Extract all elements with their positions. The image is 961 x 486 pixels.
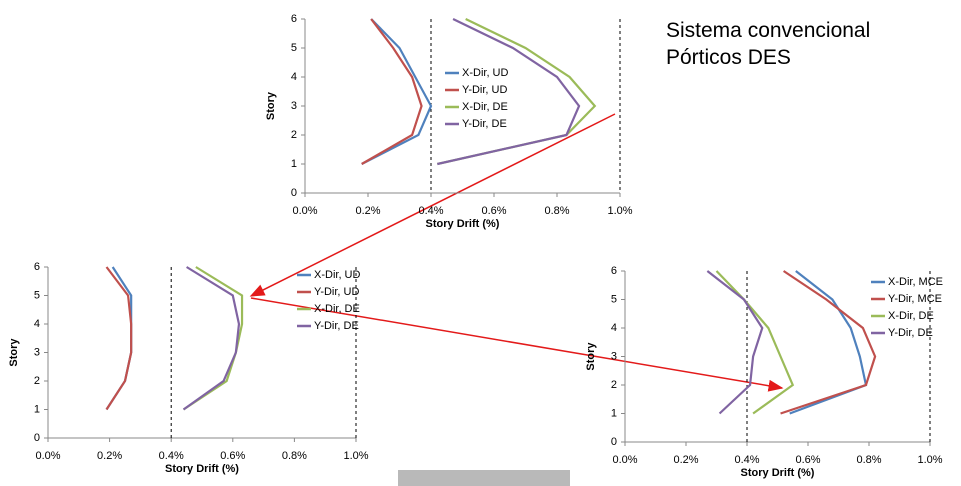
series-line: [361, 18, 433, 165]
x-tick-label: 0.2%: [673, 454, 698, 466]
y-tick-label: 0: [34, 432, 40, 444]
x-tick-label: 0.8%: [856, 454, 881, 466]
legend-label: X-Dir, MCE: [888, 276, 943, 288]
x-tick-label: 0.4%: [734, 454, 759, 466]
y-tick-label: 6: [291, 13, 297, 25]
series-line: [361, 18, 423, 165]
y-tick-label: 3: [291, 100, 297, 112]
legend-label: X-Dir, DE: [314, 303, 360, 315]
x-tick-label: 0.2%: [355, 205, 380, 217]
x-tick-label: 1.0%: [607, 205, 632, 217]
legend-label: X-Dir, DE: [462, 101, 508, 113]
y-tick-label: 6: [611, 265, 617, 277]
series-line: [715, 270, 795, 415]
image-fragment: [398, 470, 570, 486]
x-axis-title: Story Drift (%): [426, 218, 500, 230]
x-axis-title: Story Drift (%): [741, 467, 815, 479]
x-tick-label: 0.6%: [481, 205, 506, 217]
x-tick-label: 0.0%: [292, 205, 317, 217]
y-tick-label: 4: [291, 71, 297, 83]
arrow: [249, 113, 616, 297]
series-line: [437, 18, 581, 166]
y-tick-label: 6: [34, 261, 40, 273]
y-tick-label: 2: [34, 375, 40, 387]
y-tick-label: 2: [291, 129, 297, 141]
series-line: [182, 266, 241, 411]
series-line: [789, 270, 868, 415]
x-tick-label: 0.0%: [35, 450, 60, 462]
series-line: [105, 266, 133, 411]
y-axis-title: Story: [265, 91, 277, 120]
y-tick-label: 0: [291, 187, 297, 199]
legend-label: Y-Dir, MCE: [888, 293, 942, 305]
x-tick-label: 0.2%: [97, 450, 122, 462]
y-tick-label: 5: [611, 293, 617, 305]
x-tick-label: 0.8%: [544, 205, 569, 217]
legend-label: Y-Dir, DE: [888, 327, 933, 339]
x-tick-label: 0.4%: [159, 450, 184, 462]
y-tick-label: 1: [611, 407, 617, 419]
x-tick-label: 0.4%: [418, 205, 443, 217]
annotation: Pórticos DES: [666, 46, 791, 69]
legend-label: Y-Dir, UD: [314, 286, 359, 298]
series-line: [105, 266, 133, 411]
series-line: [706, 270, 764, 415]
x-tick-label: 1.0%: [343, 450, 368, 462]
legend-label: X-Dir, UD: [314, 269, 361, 281]
legend-label: Y-Dir, UD: [462, 84, 507, 96]
y-tick-label: 2: [611, 379, 617, 391]
series-line: [780, 270, 877, 415]
y-tick-label: 1: [291, 158, 297, 170]
y-tick-label: 4: [611, 322, 617, 334]
y-tick-label: 1: [34, 403, 40, 415]
y-tick-label: 3: [34, 346, 40, 358]
y-axis-title: Story: [8, 338, 20, 367]
legend-label: Y-Dir, DE: [314, 320, 359, 332]
y-tick-label: 5: [34, 289, 40, 301]
legend-label: Y-Dir, DE: [462, 118, 507, 130]
series-line: [437, 18, 597, 166]
x-tick-label: 0.6%: [795, 454, 820, 466]
x-tick-label: 1.0%: [917, 454, 942, 466]
arrow: [250, 297, 784, 392]
x-tick-label: 0.8%: [282, 450, 307, 462]
x-tick-label: 0.6%: [220, 450, 245, 462]
y-tick-label: 5: [291, 42, 297, 54]
legend-label: X-Dir, DE: [888, 310, 934, 322]
annotation: Sistema convencional: [666, 19, 870, 42]
y-tick-label: 4: [34, 318, 40, 330]
series-line: [182, 266, 244, 411]
y-tick-label: 3: [611, 350, 617, 362]
legend-label: X-Dir, UD: [462, 67, 509, 79]
x-axis-title: Story Drift (%): [165, 463, 239, 475]
y-axis-title: Story: [585, 342, 597, 371]
x-tick-label: 0.0%: [612, 454, 637, 466]
y-tick-label: 0: [611, 436, 617, 448]
